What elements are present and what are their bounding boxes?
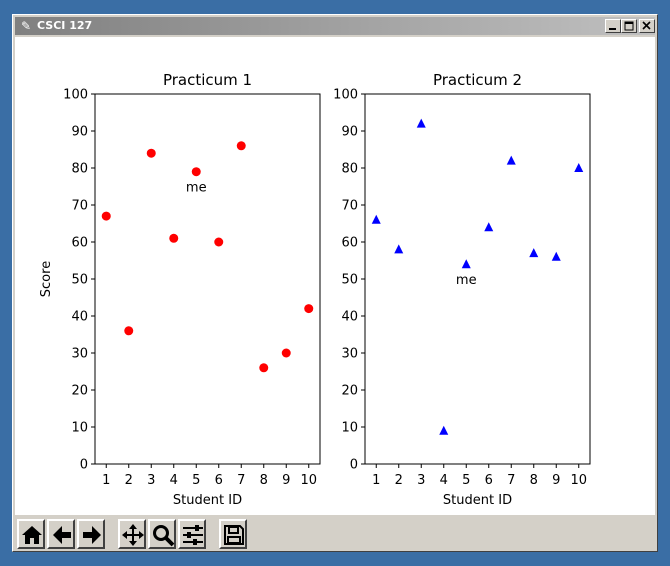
plot2-xtick-label: 6 [485,473,493,488]
plot1-ytick-label: 10 [71,421,88,436]
plot1-ytick-label: 60 [71,236,88,251]
plot1-ytick-label: 0 [80,458,88,473]
plot2-xtick-label: 1 [372,473,380,488]
plot2-point [371,214,381,224]
move-icon [122,524,144,546]
plot2-point [574,163,584,172]
plot2-point [506,155,516,165]
figure-canvas: 0 10 20 30 40 50 60 70 80 90 100 1 2 3 4 5 6 7 8 9 10 Practic… [15,37,655,515]
plot2-xtick-label: 10 [570,473,587,488]
plot2-xtick-label: 7 [507,473,515,488]
plot2-ytick-label: 40 [341,310,358,325]
magnifier-icon [153,525,175,547]
minimize-button[interactable] [605,19,621,33]
plot2-ytick-label: 30 [341,347,358,362]
maximize-button[interactable] [621,19,637,33]
plot1-point [146,148,156,158]
save-button[interactable] [219,519,247,549]
plot1-xtick-label: 4 [170,473,178,488]
plot2-ytick-label: 90 [341,125,358,140]
plot1-ylabel: Score [39,261,54,297]
plot1-point [169,233,179,243]
plot2-annotation: me [456,273,477,288]
plot1-point [281,348,291,358]
plot1-xtick-label: 7 [237,473,245,488]
title-bar[interactable]: ✎ CSCI 127 [15,17,655,35]
plot2-ytick-label: 10 [341,421,358,436]
plot2-xlabel: Student ID [443,493,512,508]
window-title: CSCI 127 [37,19,93,32]
plot2-point [416,118,426,128]
close-icon [642,21,651,30]
plot1-xlabel: Student ID [173,493,242,508]
plot2-point [461,259,471,269]
plot1-annotation: me [186,181,207,196]
plot2-ytick-label: 80 [341,162,358,177]
minimize-icon [609,28,616,30]
plot2-xtick-label: 9 [552,473,560,488]
home-icon [22,526,42,544]
app-window: ✎ CSCI 127 0 10 20 30 40 50 60 70 80 90 100 1 2 3 4 5 6 7… [12,14,658,552]
plot2-title: Practicum 2 [433,71,522,89]
plot2-point [394,244,404,254]
plot1-xtick-label: 10 [300,473,317,488]
plot1-xtick-label: 9 [282,473,290,488]
configure-subplots-button[interactable] [178,519,206,549]
plot2-point [484,222,494,232]
plot1-xtick-label: 3 [147,473,155,488]
plot2-xtick-label: 4 [440,473,448,488]
plot1-ytick-label: 100 [63,88,88,103]
plot1-ytick-label: 20 [71,384,88,399]
arrow-left-icon [53,526,71,544]
plot1-point [214,237,224,247]
plot1-ytick-label: 30 [71,347,88,362]
plot1-point [259,363,269,373]
plot2-ytick-label: 60 [341,236,358,251]
plot1-point [304,304,314,314]
sliders-icon [183,525,203,545]
plot1-xtick-label: 1 [102,473,110,488]
close-button[interactable] [639,19,655,33]
back-button[interactable] [47,519,75,549]
arrow-right-icon [83,526,101,544]
navigation-toolbar [15,517,655,551]
plot2-point [529,248,539,258]
plot2-xtick-label: 8 [530,473,538,488]
plot1-title: Practicum 1 [163,71,252,89]
forward-button[interactable] [77,519,105,549]
plot1-xtick-label: 2 [125,473,133,488]
plot1-ytick-label: 90 [71,125,88,140]
plot1-point [124,326,134,336]
plot2-xtick-label: 5 [462,473,470,488]
plot1-xtick-label: 5 [192,473,200,488]
feather-icon: ✎ [20,19,32,33]
plot1-ytick-label: 70 [71,199,88,214]
plot2-ytick-label: 0 [350,458,358,473]
zoom-button[interactable] [148,519,176,549]
plot2-axes-frame [364,93,591,465]
plot1-point [236,141,246,151]
plot2-ytick-label: 20 [341,384,358,399]
plot1-axes-frame [94,93,321,465]
plot2-point [551,251,561,261]
plot2-xtick-label: 3 [417,473,425,488]
floppy-icon [224,525,244,545]
maximize-icon [624,21,634,31]
plot1-ytick-label: 80 [71,162,88,177]
plot1-ytick-label: 50 [71,273,88,288]
pan-button[interactable] [118,519,146,549]
plot1-point [191,167,201,177]
plot2-point [439,425,449,435]
plot1-ytick-label: 40 [71,310,88,325]
plot2-ytick-label: 100 [333,88,358,103]
plot1-xtick-label: 6 [215,473,223,488]
plot1-xtick-label: 8 [260,473,268,488]
plot2-ytick-label: 50 [341,273,358,288]
plot1-point [101,211,111,221]
plot2-xtick-label: 2 [395,473,403,488]
home-button[interactable] [17,519,45,549]
plot2-ytick-label: 70 [341,199,358,214]
